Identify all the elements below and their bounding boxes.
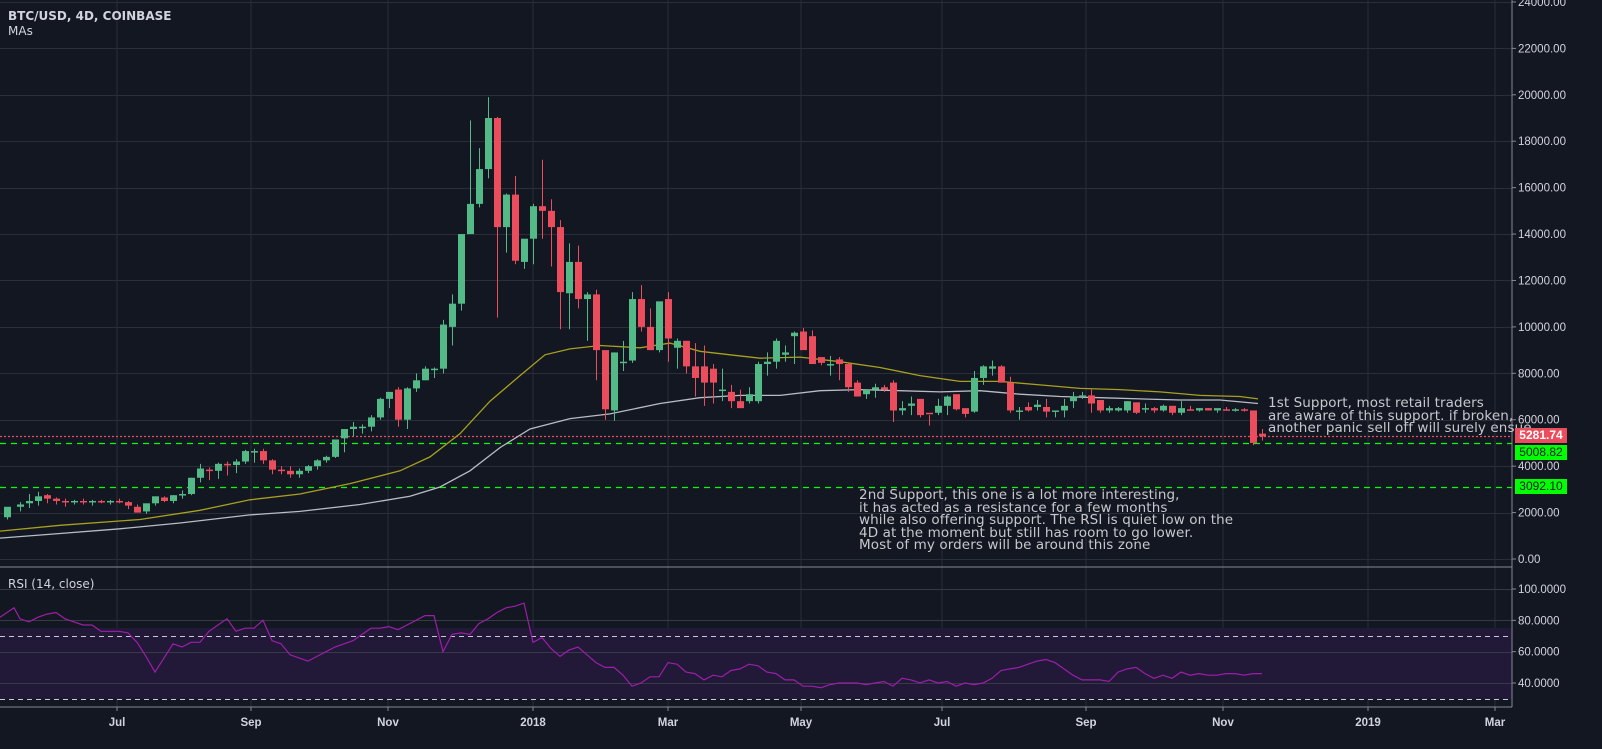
rsi-band-fill bbox=[0, 628, 1512, 699]
support-levels bbox=[0, 435, 1512, 489]
svg-text:80.0000: 80.0000 bbox=[1518, 615, 1560, 627]
svg-text:8000.00: 8000.00 bbox=[1518, 368, 1560, 380]
second-support-note[interactable]: 2nd Support, this one is a lot more inte… bbox=[859, 487, 1234, 554]
svg-text:May: May bbox=[790, 717, 813, 729]
first-support-note[interactable]: 1st Support, most retail traders are awa… bbox=[1268, 395, 1532, 437]
svg-text:Jul: Jul bbox=[109, 717, 126, 729]
rsi-grid-lines bbox=[0, 589, 1512, 700]
support-1-label: 5008.82 bbox=[1515, 445, 1567, 460]
svg-text:6000.00: 6000.00 bbox=[1518, 415, 1560, 427]
candlesticks bbox=[4, 97, 1266, 520]
time-axis[interactable]: Jul Sep Nov 2018 Mar May Jul Sep Nov 2019 Mar bbox=[109, 707, 1506, 729]
svg-text:2000.00: 2000.00 bbox=[1518, 508, 1560, 520]
rsi-indicator-label[interactable]: RSI (14, close) bbox=[8, 577, 95, 591]
svg-text:18000.00: 18000.00 bbox=[1518, 136, 1566, 148]
last-price-label: 5281.74 bbox=[1515, 428, 1567, 443]
rsi-line bbox=[0, 602, 1262, 689]
svg-text:0.00: 0.00 bbox=[1518, 554, 1540, 566]
ma-indicator-label[interactable]: MAs bbox=[8, 24, 33, 38]
moving-averages bbox=[0, 342, 1259, 539]
rsi-legend: RSI (14, close) bbox=[8, 577, 94, 592]
svg-text:20000.00: 20000.00 bbox=[1518, 90, 1566, 102]
svg-text:60.0000: 60.0000 bbox=[1518, 647, 1560, 659]
price-axis[interactable]: 0.00 2000.00 4000.00 6000.00 8000.00 10000.00… bbox=[1512, 0, 1566, 566]
svg-text:Jul: Jul bbox=[934, 717, 951, 729]
svg-text:Mar: Mar bbox=[1485, 717, 1506, 729]
svg-text:Nov: Nov bbox=[377, 717, 399, 729]
svg-text:12000.00: 12000.00 bbox=[1518, 275, 1566, 287]
svg-text:22000.00: 22000.00 bbox=[1518, 43, 1566, 55]
svg-text:100.0000: 100.0000 bbox=[1518, 584, 1566, 596]
svg-text:Nov: Nov bbox=[1212, 717, 1234, 729]
chart-legend: BTC/USD, 4D, COINBASE MAs bbox=[8, 9, 171, 39]
svg-text:10000.00: 10000.00 bbox=[1518, 322, 1566, 334]
svg-text:4000.00: 4000.00 bbox=[1518, 461, 1560, 473]
grid-lines bbox=[0, 0, 1512, 707]
symbol-title[interactable]: BTC/USD, 4D, COINBASE bbox=[8, 9, 172, 23]
svg-text:Sep: Sep bbox=[240, 717, 261, 729]
svg-text:24000.00: 24000.00 bbox=[1518, 0, 1566, 9]
rsi-axis[interactable]: 40.0000 60.0000 80.0000 100.0000 bbox=[1512, 584, 1566, 690]
svg-text:2018: 2018 bbox=[520, 717, 546, 729]
svg-text:Mar: Mar bbox=[658, 717, 679, 729]
support-2-label: 3092.10 bbox=[1515, 479, 1567, 494]
svg-text:Sep: Sep bbox=[1075, 717, 1096, 729]
svg-text:14000.00: 14000.00 bbox=[1518, 229, 1566, 241]
svg-text:16000.00: 16000.00 bbox=[1518, 183, 1566, 195]
svg-text:40.0000: 40.0000 bbox=[1518, 678, 1560, 690]
svg-text:2019: 2019 bbox=[1355, 717, 1381, 729]
